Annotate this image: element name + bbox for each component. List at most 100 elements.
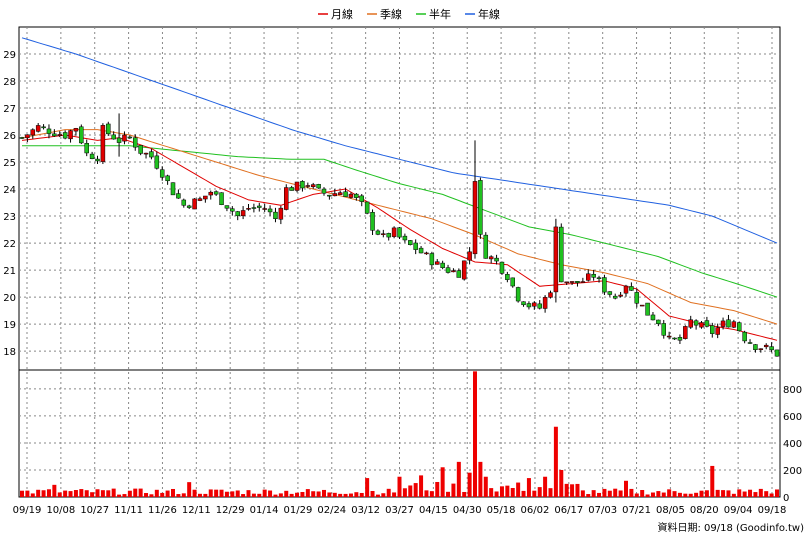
candle-body-6 — [52, 133, 57, 137]
x-tick-18: 07/21 — [622, 505, 651, 516]
candle-body-16 — [106, 123, 111, 135]
volume-bar-15 — [100, 490, 105, 497]
candle-body-38 — [224, 205, 230, 209]
price-tick-18: 18 — [3, 347, 16, 358]
candle-body-52 — [300, 181, 305, 189]
volume-bar-66 — [375, 494, 380, 497]
volume-bar-67 — [381, 493, 386, 497]
volume-bar-129 — [715, 489, 720, 497]
candle-body-85 — [478, 180, 483, 235]
volume-bar-80 — [451, 483, 456, 497]
volume-bar-56 — [322, 489, 326, 497]
volume-bar-130 — [721, 490, 726, 497]
volume-bar-85 — [478, 461, 483, 497]
volume-bar-7 — [57, 492, 62, 497]
volume-bar-136 — [753, 492, 758, 497]
volume-bar-10 — [73, 490, 78, 497]
candle-body-86 — [483, 234, 489, 259]
candle-body-103 — [575, 280, 580, 284]
volume-bar-86 — [483, 476, 488, 497]
volume-bar-44 — [257, 493, 262, 497]
candle-body-58 — [332, 193, 338, 197]
candle-body-94 — [526, 303, 532, 308]
candle-body-126 — [699, 322, 704, 328]
candle-body-138 — [763, 344, 769, 348]
candle-body-49 — [284, 187, 289, 210]
volume-bar-91 — [510, 487, 515, 497]
volume-bar-72 — [408, 485, 413, 497]
volume-bar-37 — [219, 489, 224, 497]
price-tick-29: 29 — [3, 50, 16, 61]
source-label: 資料日期: 09/18 (Goodinfo.tw) — [657, 521, 804, 534]
ma-line-月線 — [21, 134, 778, 341]
volume-bar-77 — [435, 481, 440, 497]
candle-body-22 — [138, 145, 143, 154]
volume-bar-13 — [90, 492, 95, 497]
candle-body-9 — [68, 130, 73, 140]
volume-bar-59 — [338, 493, 343, 497]
volume-bar-0 — [20, 490, 24, 497]
volume-bar-33 — [197, 493, 202, 497]
candle-body-123 — [683, 326, 688, 339]
volume-bar-71 — [402, 488, 407, 497]
volume-bar-39 — [230, 491, 235, 497]
candle-body-50 — [289, 187, 294, 191]
candle-body-77 — [435, 261, 440, 265]
volume-bar-27 — [165, 490, 170, 497]
candle-body-26 — [159, 169, 165, 178]
candle-body-44 — [257, 205, 262, 208]
x-tick-14: 05/18 — [487, 505, 516, 516]
volume-bar-17 — [111, 488, 116, 497]
volume-bar-18 — [117, 494, 122, 497]
volume-bar-34 — [203, 493, 208, 497]
volume-bar-55 — [316, 491, 321, 497]
candle-body-60 — [343, 191, 348, 197]
volume-tick-200: 200 — [783, 466, 802, 477]
candle-body-100 — [559, 226, 564, 283]
volume-bar-76 — [429, 491, 434, 497]
price-tick-22: 22 — [3, 239, 16, 250]
candle-body-65 — [370, 212, 375, 231]
volume-bar-38 — [224, 491, 229, 497]
candle-body-67 — [381, 233, 386, 235]
legend-label-1: 季線 — [380, 7, 402, 21]
candle-body-20 — [127, 136, 133, 139]
candle-body-13 — [89, 153, 95, 159]
volume-bar-3 — [36, 489, 41, 497]
volume-bar-134 — [742, 491, 747, 497]
candle-body-43 — [251, 207, 257, 209]
volume-bar-68 — [386, 488, 391, 497]
candle-body-106 — [591, 273, 596, 278]
volume-bar-5 — [46, 489, 51, 497]
candle-body-47 — [273, 211, 278, 219]
volume-bar-123 — [683, 493, 688, 497]
candle-body-125 — [693, 320, 699, 326]
x-tick-8: 01/29 — [283, 505, 312, 516]
candle-body-15 — [100, 125, 106, 162]
volume-tick-400: 400 — [783, 439, 802, 450]
candle-body-133 — [737, 322, 742, 332]
candle-body-102 — [569, 281, 575, 283]
candle-body-34 — [203, 195, 208, 200]
volume-bar-82 — [462, 491, 467, 497]
candle-body-114 — [634, 292, 640, 304]
candle-body-140 — [774, 349, 780, 357]
candle-body-61 — [348, 193, 354, 198]
volume-bar-60 — [343, 493, 348, 497]
volume-bar-14 — [95, 489, 100, 497]
candle-body-21 — [133, 137, 138, 148]
x-tick-7: 01/14 — [250, 505, 279, 516]
volume-bar-32 — [192, 489, 197, 497]
price-tick-23: 23 — [3, 212, 16, 223]
candle-body-70 — [397, 227, 402, 238]
volume-panel: 0 200 400 600 800 — [18, 369, 802, 504]
volume-bar-16 — [106, 490, 111, 497]
volume-bar-51 — [295, 492, 300, 497]
volume-bar-78 — [440, 467, 445, 497]
candle-body-57 — [327, 194, 332, 197]
x-tick-5: 12/11 — [182, 505, 211, 516]
volume-bar-28 — [171, 488, 175, 497]
legend-label-0: 月線 — [331, 7, 353, 21]
volume-bar-57 — [327, 492, 332, 497]
candle-body-84 — [472, 181, 478, 255]
